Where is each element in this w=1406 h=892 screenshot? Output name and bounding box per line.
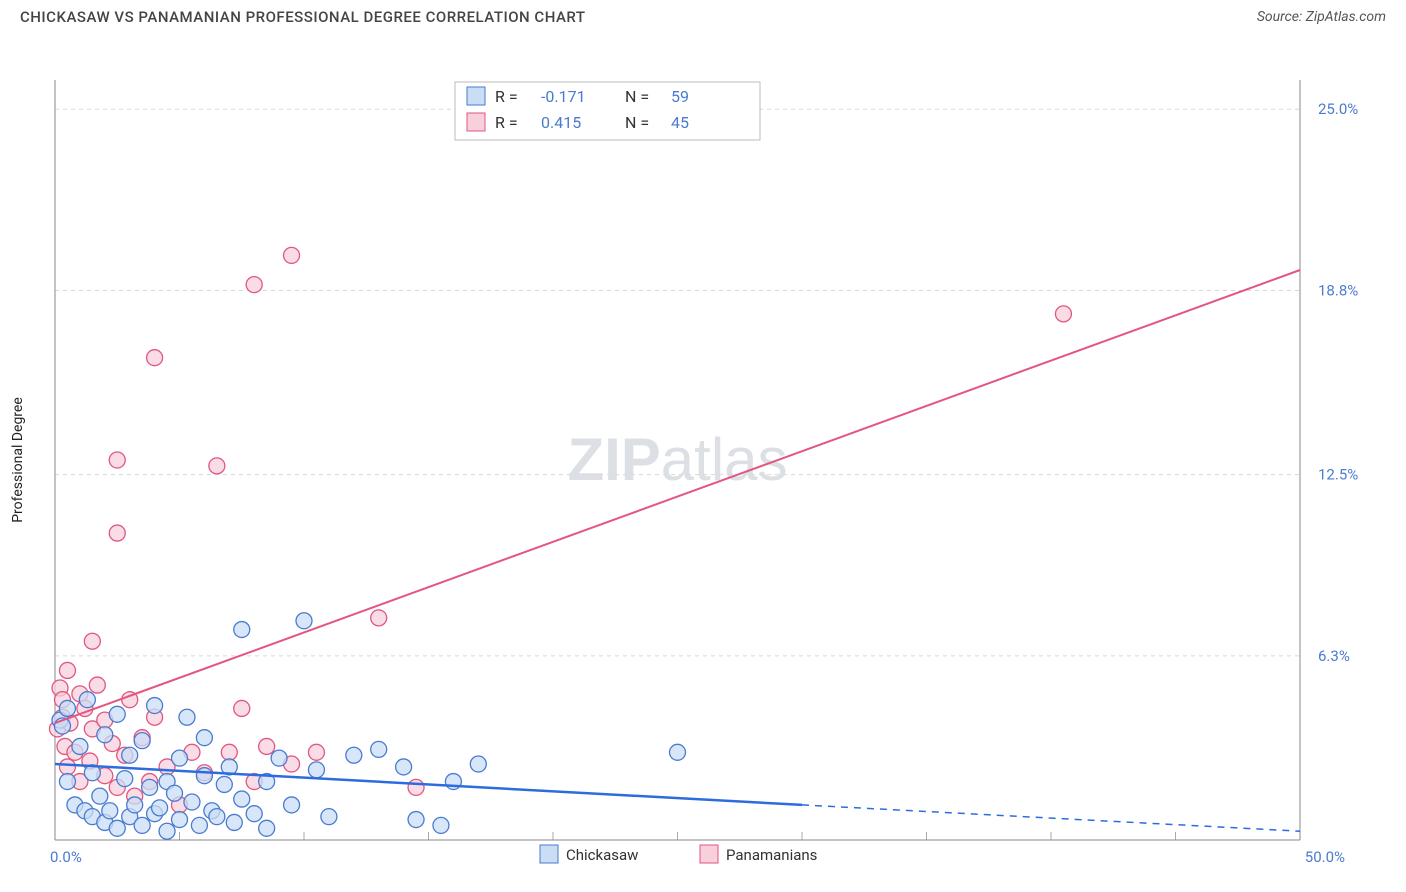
svg-text:59: 59 xyxy=(671,87,689,106)
svg-text:R =: R = xyxy=(495,113,518,132)
svg-text:45: 45 xyxy=(671,113,689,132)
svg-text:N =: N = xyxy=(625,113,649,132)
svg-text:Panamanians: Panamanians xyxy=(726,846,817,864)
source-attribution: Source: ZipAtlas.com xyxy=(1257,9,1386,25)
svg-text:6.3%: 6.3% xyxy=(1318,647,1350,665)
svg-text:ZIPatlas: ZIPatlas xyxy=(567,426,787,493)
chart-header: CHICKASAW VS PANAMANIAN PROFESSIONAL DEG… xyxy=(0,0,1406,30)
svg-text:25.0%: 25.0% xyxy=(1318,100,1358,118)
svg-text:N =: N = xyxy=(625,87,649,106)
svg-text:Professional Degree: Professional Degree xyxy=(10,397,26,523)
svg-text:Chickasaw: Chickasaw xyxy=(566,846,638,864)
svg-text:50.0%: 50.0% xyxy=(1305,848,1345,866)
chart-title: CHICKASAW VS PANAMANIAN PROFESSIONAL DEG… xyxy=(20,8,586,26)
svg-text:R =: R = xyxy=(495,87,518,106)
source-prefix: Source: xyxy=(1257,9,1306,25)
chart-container: 6.3% 12.5% 18.8% 25.0% 0.0% 50.0% Professional… xyxy=(0,30,1406,880)
svg-text:0.415: 0.415 xyxy=(541,113,581,132)
correlation-scatter-chart: 6.3% 12.5% 18.8% 25.0% 0.0% 50.0% Professional… xyxy=(0,30,1406,880)
svg-text:-0.171: -0.171 xyxy=(541,87,586,106)
source-name: ZipAtlas.com xyxy=(1306,9,1386,25)
svg-text:12.5%: 12.5% xyxy=(1318,466,1358,484)
svg-text:18.8%: 18.8% xyxy=(1318,281,1358,299)
svg-text:0.0%: 0.0% xyxy=(50,848,82,866)
